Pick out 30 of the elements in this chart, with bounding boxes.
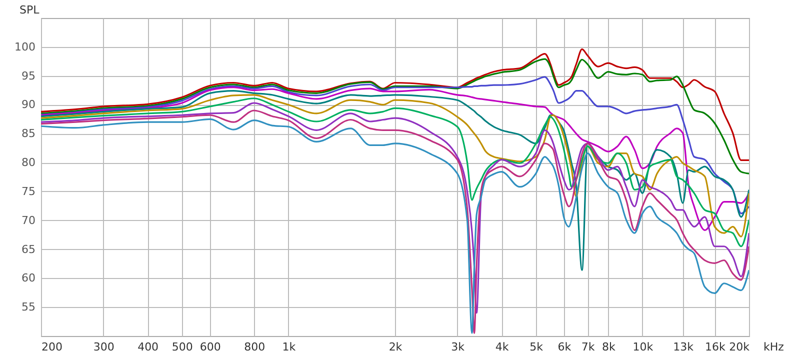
- x-axis-title: kHz: [764, 340, 784, 354]
- x-tick-label: 500: [172, 340, 193, 354]
- x-tick-label: 20k: [729, 340, 750, 354]
- y-axis-title: SPL: [20, 4, 40, 16]
- y-tick-label: 65: [22, 242, 36, 256]
- y-tick-label: 60: [22, 272, 36, 285]
- x-tick-label: 1k: [282, 340, 296, 354]
- y-tick-label: 55: [22, 300, 36, 314]
- y-tick-label: 100: [14, 40, 36, 54]
- y-tick-label: 95: [22, 69, 36, 82]
- y-tick-label: 70: [22, 214, 36, 227]
- x-tick-label: 4k: [495, 340, 510, 354]
- x-tick-label: 16k: [705, 340, 726, 354]
- x-tick-label: 800: [244, 340, 266, 354]
- x-tick-label: 10k: [632, 340, 654, 354]
- x-tick-label: 200: [42, 340, 62, 354]
- x-tick-label: 3k: [451, 340, 466, 354]
- x-tick-label: 8k: [602, 340, 616, 354]
- x-tick-label: 2k: [388, 340, 403, 354]
- x-tick-label: 400: [138, 340, 159, 354]
- y-tick-label: 75: [22, 184, 36, 198]
- y-tick-label: 85: [22, 127, 36, 140]
- x-tick-label: 13k: [673, 340, 694, 354]
- x-tick-label: 300: [93, 340, 114, 354]
- x-tick-label: 7k: [581, 340, 596, 354]
- x-tick-label: 6k: [558, 340, 572, 354]
- y-tick-label: 90: [22, 98, 36, 112]
- x-tick-label: 5k: [530, 340, 544, 354]
- y-tick-label: 80: [22, 156, 36, 170]
- x-tick-label: 600: [200, 340, 221, 354]
